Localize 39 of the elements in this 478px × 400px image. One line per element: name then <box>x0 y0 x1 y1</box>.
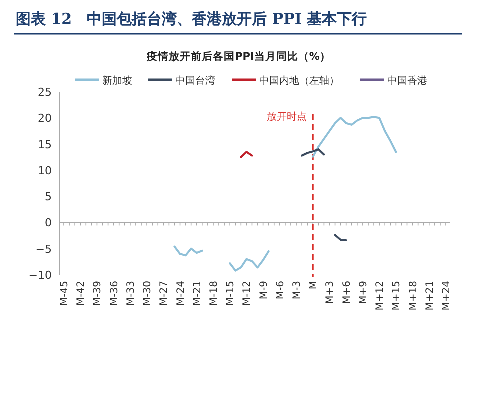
x-tick-label: M-27 <box>159 281 170 306</box>
x-tick-label: M-9 <box>258 281 270 300</box>
y-tick-label: 15 <box>38 138 52 152</box>
legend-label: 中国内地（左轴） <box>260 75 340 87</box>
x-tick-label: M+24 <box>442 281 452 311</box>
x-tick-label: M-42 <box>76 281 88 306</box>
y-tick-label: −5 <box>36 242 52 256</box>
x-tick-label: M-45 <box>60 281 70 306</box>
x-tick-label: M-21 <box>192 281 204 306</box>
ref-line-label: 放开时点 <box>267 111 308 123</box>
y-tick-label: −10 <box>28 269 52 282</box>
x-tick-label: M+15 <box>392 281 403 311</box>
chart-title: 图表 12 中国包括台湾、香港放开后 PPI 基本下行 <box>16 10 368 28</box>
y-tick-label: 25 <box>38 86 52 99</box>
x-tick-label: M-6 <box>275 281 286 300</box>
y-tick-label: 10 <box>38 164 52 178</box>
x-tick-label: M-24 <box>176 281 187 306</box>
x-tick-label: M+18 <box>408 281 420 311</box>
y-tick-label: 0 <box>45 216 52 230</box>
legend-label: 中国香港 <box>388 75 428 87</box>
y-tick-label: 20 <box>38 112 52 126</box>
x-tick-label: M+6 <box>342 281 353 304</box>
x-tick-label: M <box>308 281 320 290</box>
legend-label: 中国台湾 <box>176 75 216 87</box>
x-tick-label: M-33 <box>126 281 137 306</box>
chart-subtitle: 疫情放开前后各国PPI当月同比（%） <box>146 50 331 63</box>
x-tick-label: M-18 <box>208 281 220 306</box>
x-tick-label: M+3 <box>325 281 336 304</box>
x-tick-label: M-30 <box>142 281 154 306</box>
x-tick-label: M+12 <box>375 281 386 311</box>
x-tick-label: M-36 <box>109 281 120 306</box>
x-tick-label: M-12 <box>242 281 254 306</box>
x-tick-label: M+21 <box>424 281 436 311</box>
x-tick-label: M-39 <box>92 281 104 306</box>
x-tick-label: M-3 <box>292 281 304 300</box>
y-tick-label: 5 <box>45 190 52 204</box>
legend-label: 新加坡 <box>102 75 132 87</box>
x-tick-label: M-15 <box>226 281 237 306</box>
x-tick-label: M+9 <box>358 281 370 304</box>
